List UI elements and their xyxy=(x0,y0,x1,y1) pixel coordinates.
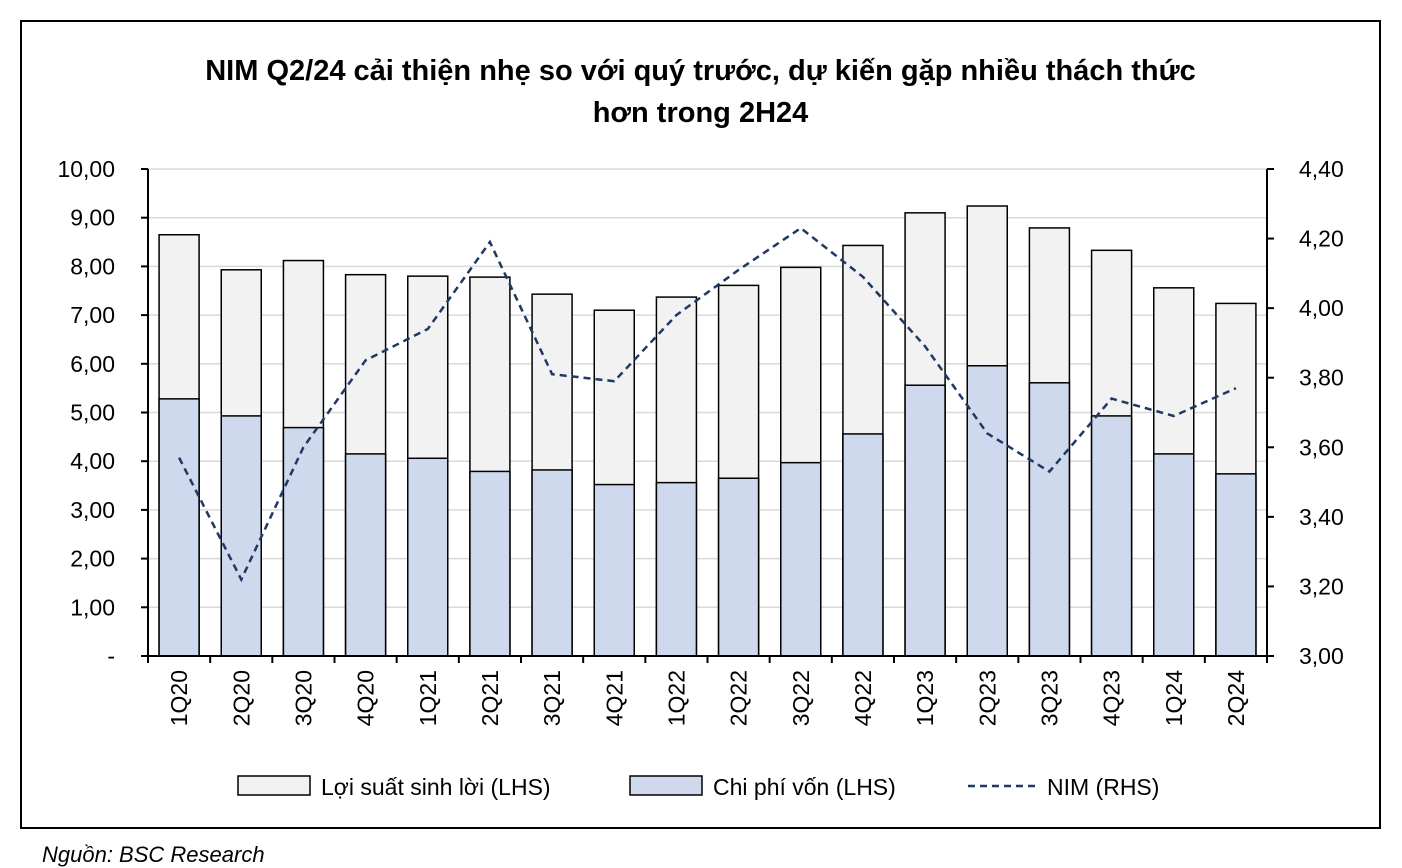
bar-cost-of-funds xyxy=(220,415,262,657)
chart-title-line-1: NIM Q2/24 cải thiện nhẹ so với quý trước… xyxy=(205,55,1196,87)
y-left-tick-label: 3,00 xyxy=(70,497,115,523)
y-right-tick-label: 3,20 xyxy=(1299,573,1344,599)
x-tick-label: 1Q23 xyxy=(912,670,938,726)
x-tick-label: 1Q21 xyxy=(415,670,441,726)
x-tick-label: 3Q22 xyxy=(788,670,814,726)
y-left-tick-label: 8,00 xyxy=(70,253,115,279)
bar-cost-of-funds xyxy=(966,364,1008,657)
bar-cost-of-funds xyxy=(469,470,511,657)
x-tick-label: 4Q21 xyxy=(601,670,627,726)
x-tick-label: 1Q22 xyxy=(663,670,689,726)
y-left-tick-label: 9,00 xyxy=(70,205,115,231)
bar-cost-of-funds xyxy=(1153,453,1195,657)
bar-cost-of-funds xyxy=(780,461,822,657)
bar-cost-of-funds xyxy=(842,433,884,657)
x-tick-label: 1Q24 xyxy=(1161,670,1187,726)
bar-cost-of-funds xyxy=(655,481,698,657)
legend-label: Chi phí vốn (LHS) xyxy=(713,774,896,800)
bars xyxy=(158,205,1257,657)
legend-swatch xyxy=(237,775,311,796)
y-right-tick-label: 4,20 xyxy=(1299,226,1344,252)
legend-label: Lợi suất sinh lời (LHS) xyxy=(321,774,551,800)
y-left-tick-label: 5,00 xyxy=(70,400,115,426)
y-left-tick-label: 10,00 xyxy=(57,156,115,182)
y-right-tick-label: 3,00 xyxy=(1299,643,1344,669)
bar-cost-of-funds xyxy=(904,384,946,657)
x-tick-label: 4Q23 xyxy=(1099,670,1125,726)
legend: Lợi suất sinh lời (LHS) Chi phí vốn (LHS)… xyxy=(237,774,1159,800)
x-tick-label: 2Q22 xyxy=(726,670,752,726)
y-left-tick-label: 4,00 xyxy=(70,448,115,474)
x-tick-label: 4Q22 xyxy=(850,670,876,726)
bar-cost-of-funds xyxy=(1215,473,1257,657)
x-tick-label: 2Q20 xyxy=(228,670,254,726)
nim-line xyxy=(177,226,1237,583)
bar-cost-of-funds xyxy=(1028,382,1071,657)
y-left-tick-label: 7,00 xyxy=(70,302,115,328)
y-right-tick-label: 3,40 xyxy=(1299,504,1344,530)
chart-title-line-2: hơn trong 2H24 xyxy=(592,97,809,129)
x-tick-label: 3Q23 xyxy=(1036,670,1062,726)
x-tick-label: 2Q21 xyxy=(477,670,503,726)
y-left-tick-label: 2,00 xyxy=(70,546,115,572)
legend-label: NIM (RHS) xyxy=(1047,774,1159,800)
chart-title: NIM Q2/24 cải thiện nhẹ so với quý trước… xyxy=(20,50,1381,134)
x-tick-label: 4Q20 xyxy=(353,670,379,726)
source-note: Nguồn: BSC Research xyxy=(42,842,265,867)
x-tick-label: 2Q24 xyxy=(1223,670,1249,726)
y-left-tick-label: 1,00 xyxy=(70,594,115,620)
x-tick-label: 3Q20 xyxy=(290,670,316,726)
y-left-tick-label: 6,00 xyxy=(70,351,115,377)
bar-cost-of-funds xyxy=(158,398,200,657)
bar-cost-of-funds xyxy=(1090,415,1133,657)
bar-cost-of-funds xyxy=(531,469,573,657)
x-tick-label: 3Q21 xyxy=(539,670,565,726)
y-right-tick-label: 4,00 xyxy=(1299,295,1344,321)
y-left-tick-label: - xyxy=(107,643,115,669)
x-tick-label: 1Q20 xyxy=(166,670,192,726)
bar-cost-of-funds xyxy=(717,477,760,657)
bar-cost-of-funds xyxy=(344,453,387,657)
x-tick-label: 2Q23 xyxy=(974,670,1000,726)
bar-cost-of-funds xyxy=(593,483,635,657)
y-right-tick-label: 3,80 xyxy=(1299,365,1344,391)
bar-cost-of-funds xyxy=(407,457,449,657)
legend-swatch xyxy=(629,775,703,796)
bar-cost-of-funds xyxy=(282,426,325,657)
chart-frame xyxy=(20,20,1381,829)
nim-line-group xyxy=(177,226,1237,583)
gridlines xyxy=(148,168,1267,609)
y-right-tick-label: 3,60 xyxy=(1299,434,1344,460)
y-right-tick-label: 4,40 xyxy=(1299,156,1344,182)
axes: - 1,00 2,00 3,00 4,00 5,00 6,00 7,00 8,00 9,00 10,… xyxy=(57,156,1343,726)
